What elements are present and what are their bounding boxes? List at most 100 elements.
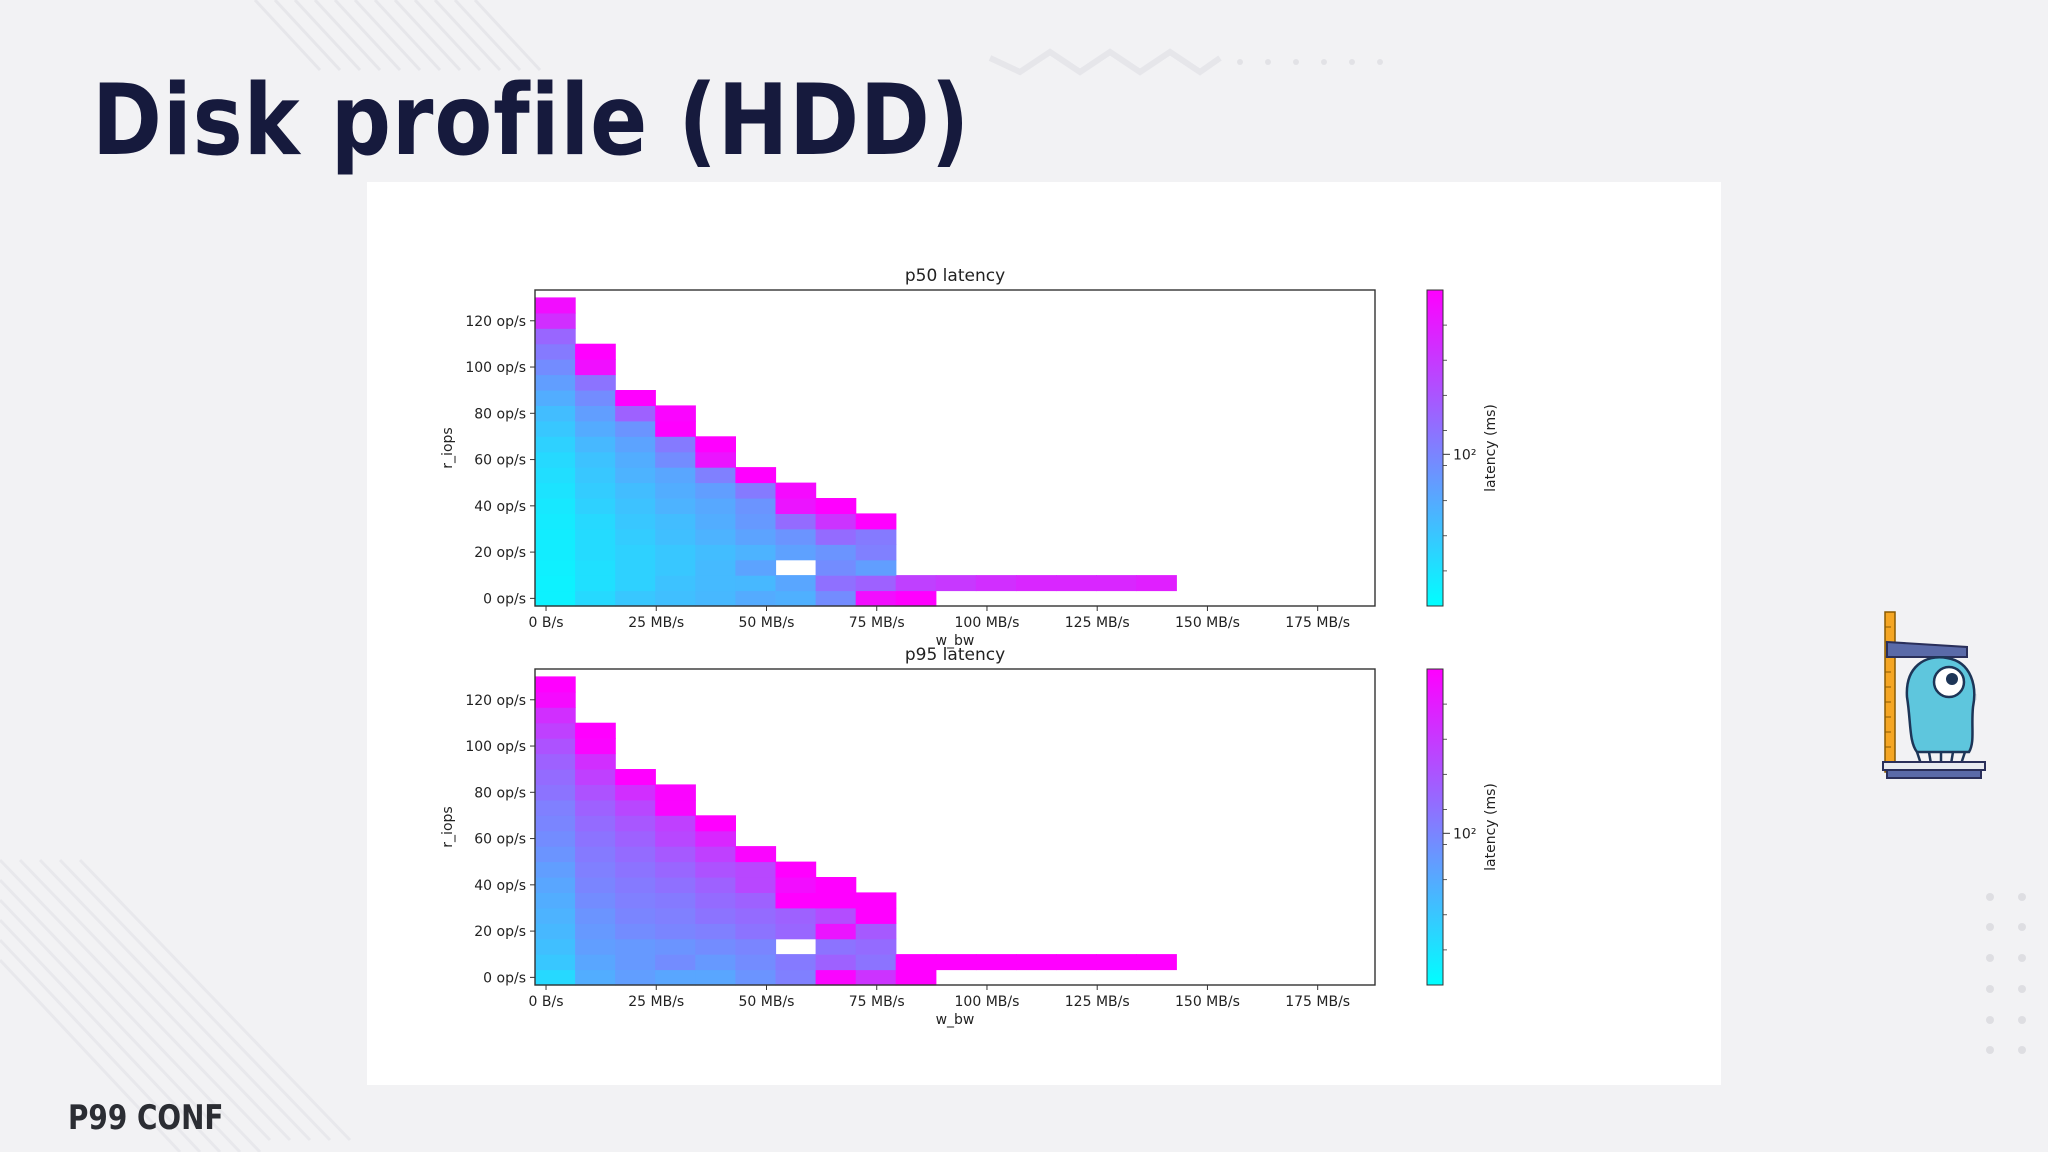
heatmap-cell bbox=[775, 907, 817, 924]
heatmap-cell bbox=[695, 815, 736, 832]
heatmap-cell bbox=[895, 954, 937, 971]
heatmap-cell bbox=[655, 815, 696, 832]
x-tick-label: 150 MB/s bbox=[1175, 994, 1240, 1010]
plot-frame bbox=[534, 289, 1376, 607]
heatmap-cell bbox=[735, 877, 777, 893]
heatmap-cell bbox=[655, 420, 696, 437]
heatmap-cell bbox=[775, 528, 817, 545]
heatmap-cell bbox=[535, 799, 576, 816]
heatmap-cell bbox=[855, 513, 897, 530]
heatmap-cell bbox=[695, 877, 736, 893]
heatmap-cell bbox=[695, 544, 736, 561]
heatmap-cell bbox=[775, 498, 817, 514]
heatmap-cell bbox=[615, 799, 656, 816]
heatmap-cell bbox=[815, 954, 857, 971]
y-tick-label: 60 op/s bbox=[474, 453, 526, 469]
heatmap-cell bbox=[655, 846, 696, 863]
heatmap-cell bbox=[695, 907, 736, 924]
heatmap-cell bbox=[535, 559, 576, 576]
heatmap-cell bbox=[855, 559, 897, 576]
y-tick-label: 100 op/s bbox=[465, 360, 526, 376]
heatmap-cell bbox=[655, 784, 696, 801]
heatmap-cell bbox=[855, 575, 897, 592]
heatmap-cell bbox=[695, 590, 736, 607]
slide-title: Disk profile (HDD) bbox=[92, 64, 971, 178]
plot-frame bbox=[534, 668, 1376, 986]
heatmap-cell bbox=[575, 390, 616, 406]
heatmap-cell bbox=[615, 451, 656, 468]
heatmap-cell bbox=[655, 451, 696, 468]
heatmap-cell bbox=[615, 482, 656, 499]
heatmap-cell bbox=[615, 784, 656, 801]
x-tick-label: 25 MB/s bbox=[628, 994, 684, 1010]
heatmap-cell bbox=[575, 374, 616, 391]
heatmap-cell bbox=[775, 513, 817, 530]
x-tick-label: 25 MB/s bbox=[628, 615, 684, 631]
heatmap-cell bbox=[535, 359, 576, 376]
heatmap-cell bbox=[615, 969, 656, 986]
heatmap-cell bbox=[535, 691, 576, 708]
heatmap-cell bbox=[935, 575, 977, 592]
y-tick-label: 80 op/s bbox=[474, 785, 526, 801]
heatmap-cell bbox=[575, 784, 616, 801]
heatmap-cell bbox=[655, 830, 696, 847]
colorbar-tick-label: 10² bbox=[1453, 826, 1476, 842]
heatmap-cell bbox=[575, 451, 616, 468]
heatmap-cell bbox=[575, 938, 616, 955]
heatmap-cell bbox=[615, 861, 656, 878]
heatmap-cell bbox=[615, 513, 656, 530]
heatmap-cell bbox=[575, 954, 616, 971]
heatmap-cell bbox=[815, 938, 857, 955]
heatmap-cell bbox=[615, 907, 656, 924]
heatmap-cell bbox=[735, 528, 777, 545]
heatmap-cell bbox=[695, 861, 736, 878]
heatmap-cell bbox=[1056, 575, 1097, 592]
heatmap-cell bbox=[735, 513, 777, 530]
heatmap-cell bbox=[575, 513, 616, 530]
heatmap-cell bbox=[535, 312, 576, 329]
heatmap-cell bbox=[575, 969, 616, 986]
heatmap-cell bbox=[775, 877, 817, 893]
heatmap-cell bbox=[655, 467, 696, 484]
heatmap-cell bbox=[575, 498, 616, 514]
heatmap-cell bbox=[775, 969, 817, 986]
heatmap-cell bbox=[815, 969, 857, 986]
heatmap-cell bbox=[735, 923, 777, 940]
heatmap-cell bbox=[535, 297, 576, 314]
heatmap-cell bbox=[815, 590, 857, 607]
heatmap-cell bbox=[615, 390, 656, 406]
heatmap-cell bbox=[695, 954, 736, 971]
x-tick-label: 75 MB/s bbox=[849, 615, 905, 631]
heatmap-cell bbox=[655, 436, 696, 453]
diagonal-stripes-top bbox=[253, 0, 542, 72]
heatmap-cell bbox=[775, 575, 817, 592]
heatmap-cell bbox=[575, 907, 616, 924]
x-tick-label: 175 MB/s bbox=[1285, 994, 1350, 1010]
heatmap-cell bbox=[735, 969, 777, 986]
heatmap-cell bbox=[855, 938, 897, 955]
heatmap-cell bbox=[1136, 575, 1177, 592]
heatmap-cell bbox=[815, 544, 857, 561]
zigzag-decoration bbox=[988, 48, 1222, 76]
heatmap-cell bbox=[735, 498, 777, 514]
heatmap-cell bbox=[855, 969, 897, 986]
heatmap-cell bbox=[575, 436, 616, 453]
heatmap-cell bbox=[655, 544, 696, 561]
heatmap-cell bbox=[815, 528, 857, 545]
heatmap-cell bbox=[535, 528, 576, 545]
heatmap-cell bbox=[535, 405, 576, 422]
heatmap-cell bbox=[735, 544, 777, 561]
heatmap-cell bbox=[535, 861, 576, 878]
heatmap-cell bbox=[695, 436, 736, 453]
heatmap-cell bbox=[695, 830, 736, 847]
heatmap-cell bbox=[695, 451, 736, 468]
heatmap-p50: 0 B/s 25 MB/s 50 MB/s 75 MB/s 100 MB/s 125 MB… bbox=[440, 266, 1499, 649]
colorbar-label: latency (ms) bbox=[1483, 783, 1499, 871]
heatmap-cell bbox=[575, 575, 616, 592]
heatmap-cell bbox=[575, 799, 616, 816]
colorbar bbox=[1426, 668, 1444, 986]
heatmap-cell bbox=[535, 954, 576, 971]
heatmap-cell bbox=[735, 467, 777, 484]
heatmap-cell bbox=[535, 938, 576, 955]
x-tick-label: 175 MB/s bbox=[1285, 615, 1350, 631]
